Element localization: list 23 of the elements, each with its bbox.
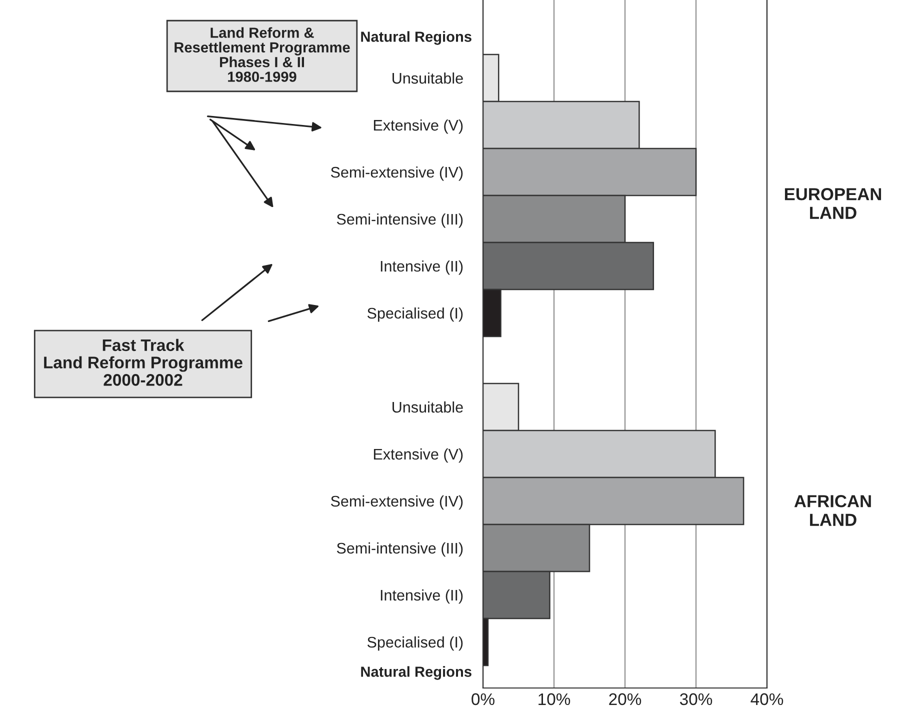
text: AFRICAN LAND [794,495,871,526]
y-tick-label: Specialised (I) [367,307,463,322]
y-tick-label: Intensive (II) [380,589,463,604]
text: Fast Track Land Reform Programme 2000-2002 [44,338,242,386]
text: EUROPEAN LAND [784,188,882,219]
y-tick-label: Semi-intensive (III) [336,213,463,228]
y-tick-label: Extensive (V) [374,448,463,463]
y-tick-label: Intensive (II) [380,260,463,275]
x-tick-label: 0% [472,693,494,706]
y-tick-label: Specialised (I) [367,636,463,651]
y-tick-label: Unsuitable [392,72,463,84]
text: Natural Regions [361,31,472,45]
y-tick-label: Semi-intensive (III) [336,542,463,557]
text: Natural Regions [361,666,472,680]
text: Land Reform & Resettlement Programme Phases I & II 1980-1999 [174,27,350,82]
y-tick-label: Semi-extensive (IV) [330,166,463,181]
y-tick-label: Extensive (V) [374,119,463,134]
x-tick-label: 20% [609,693,642,706]
x-tick-label: 30% [680,693,712,706]
x-tick-label: 40% [750,693,784,706]
y-tick-label: Semi-extensive (IV) [330,495,463,510]
y-tick-label: Unsuitable [392,401,463,413]
x-tick-label: 10% [538,693,570,706]
